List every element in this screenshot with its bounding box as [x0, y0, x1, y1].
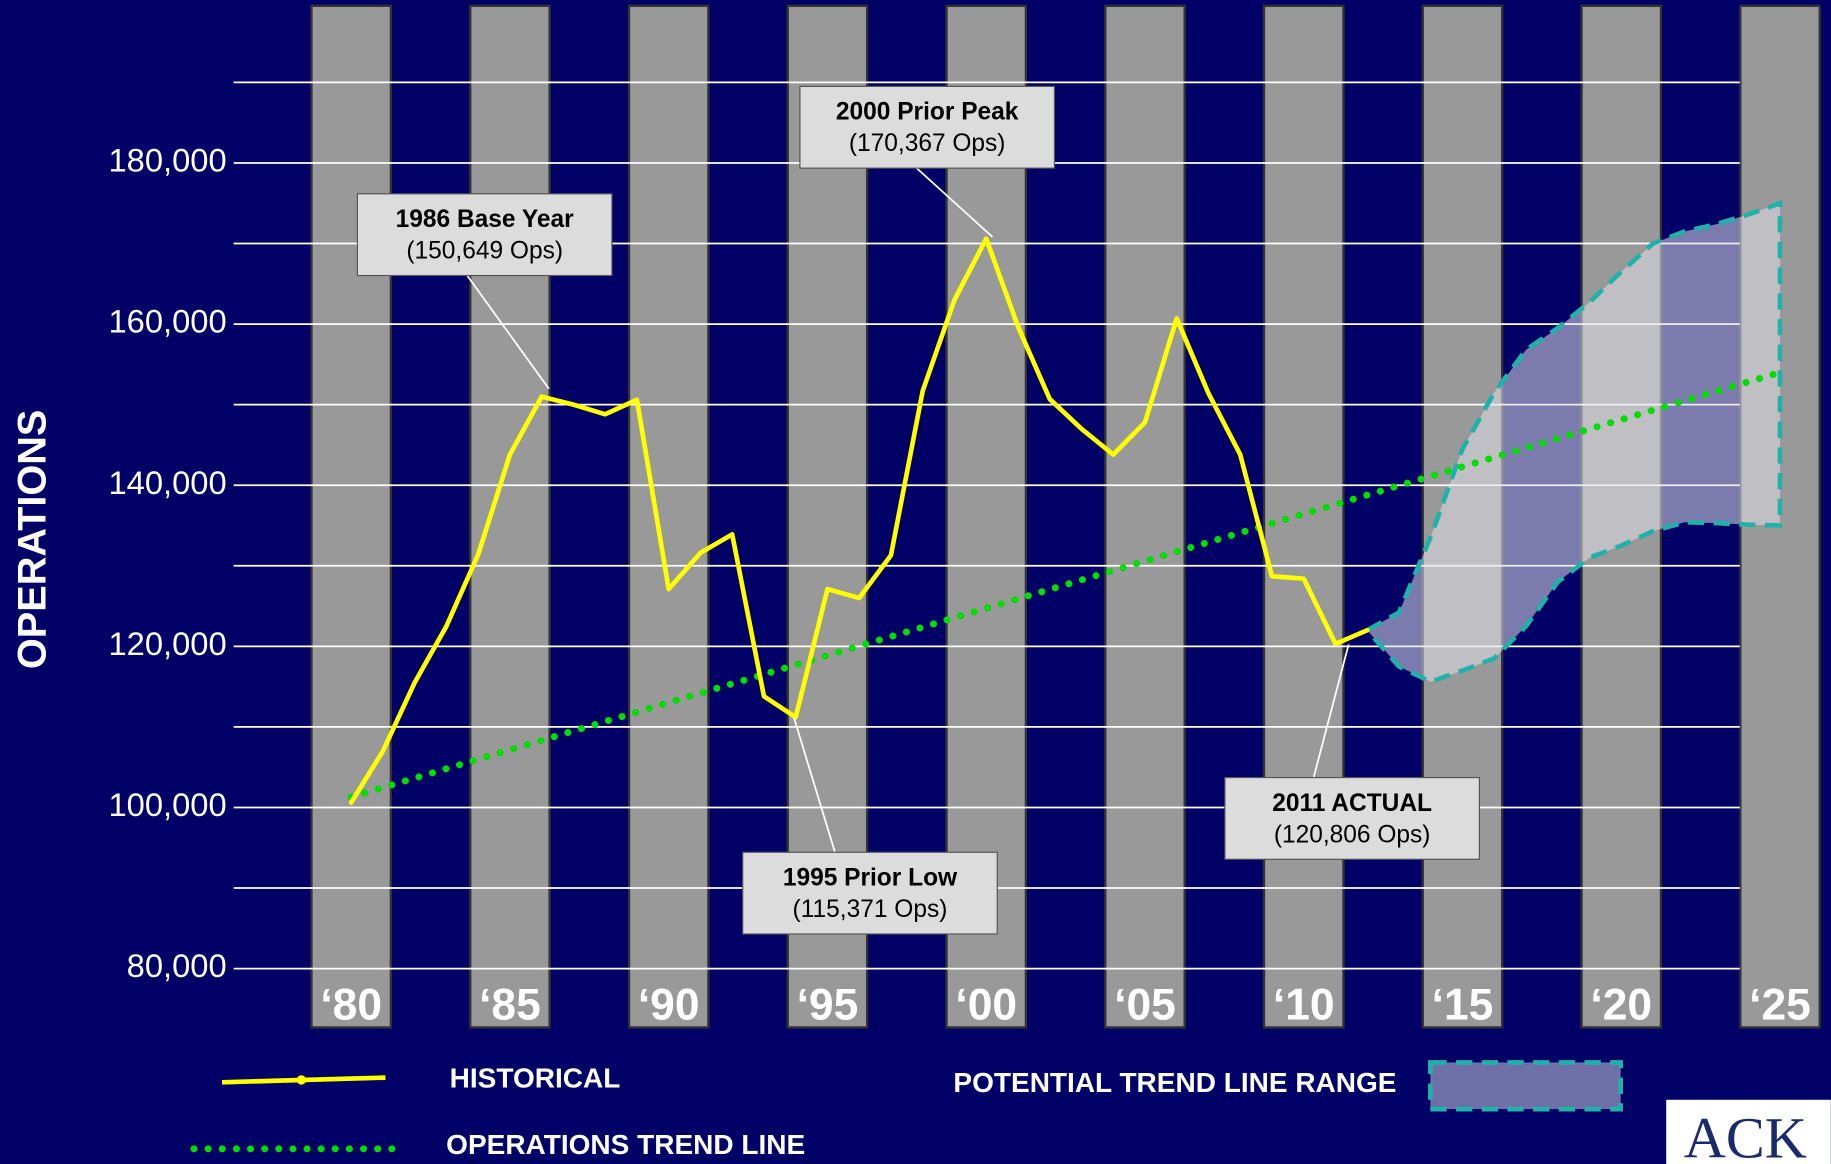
callout-pointer	[1312, 644, 1350, 778]
callout-title: 2011 ACTUAL	[1272, 790, 1432, 817]
y-tick-label: 100,000	[109, 786, 227, 823]
x-tick-label: ‘90	[638, 980, 700, 1029]
x-tick-label: ‘80	[320, 980, 382, 1029]
column-band	[627, 4, 710, 1029]
logo-text: ACK	[1684, 1106, 1807, 1164]
callout-pointer	[793, 717, 836, 853]
y-tick-label: 160,000	[109, 303, 227, 340]
y-tick-label: 180,000	[109, 142, 227, 179]
y-tick-label: 140,000	[109, 464, 227, 501]
callout-pointer	[466, 275, 550, 390]
legend-swatch-dot	[296, 1075, 307, 1085]
callout-box	[1224, 776, 1480, 860]
x-tick-label: ‘20	[1590, 980, 1652, 1029]
legend-label: OPERATIONS TREND LINE	[446, 1129, 805, 1160]
legend-label: POTENTIAL TREND LINE RANGE	[953, 1067, 1396, 1098]
legend-label: HISTORICAL	[450, 1062, 621, 1093]
x-tick-label: ‘15	[1432, 980, 1494, 1029]
series-line	[347, 368, 1784, 801]
x-tick-label: ‘00	[955, 980, 1017, 1029]
x-tick-label: ‘10	[1273, 980, 1335, 1029]
column-band	[1262, 4, 1345, 1029]
callout-box	[799, 85, 1056, 169]
y-tick-label: 120,000	[109, 625, 227, 662]
column-band	[310, 4, 393, 1029]
series-line	[348, 236, 1370, 805]
callout-text: (170,367 Ops)	[849, 130, 1006, 157]
callout-pointer	[916, 167, 994, 238]
callout-title: 2000 Prior Peak	[836, 99, 1019, 126]
x-tick-label: ‘05	[1114, 980, 1176, 1029]
range-area	[1363, 199, 1783, 685]
y-tick-label: 80,000	[127, 947, 227, 984]
x-tick-label: ‘25	[1749, 980, 1811, 1029]
callout-title: 1995 Prior Low	[783, 865, 958, 892]
y-axis-label: OPERATIONS	[11, 410, 55, 669]
x-tick-label: ‘95	[797, 980, 859, 1029]
column-band	[1104, 4, 1186, 1029]
legend-swatch	[1428, 1060, 1624, 1112]
callout-text: (150,649 Ops)	[406, 238, 563, 265]
column-band	[469, 4, 551, 1029]
callout-box	[742, 851, 998, 935]
callout-box	[356, 193, 613, 277]
callout-text: (115,371 Ops)	[793, 896, 948, 923]
callout-text: (120,806 Ops)	[1274, 821, 1431, 848]
logo-box	[1666, 1099, 1831, 1164]
x-tick-label: ‘85	[479, 980, 541, 1029]
callout-title: 1986 Base Year	[396, 206, 574, 233]
